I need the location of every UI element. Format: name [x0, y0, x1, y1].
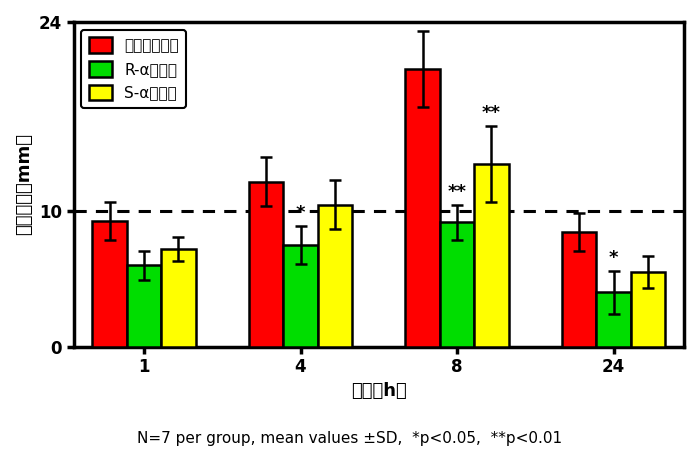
Text: **: ** — [482, 104, 501, 122]
Text: *: * — [609, 249, 619, 267]
Bar — [283, 245, 318, 346]
Bar — [318, 205, 352, 346]
X-axis label: 時間（h）: 時間（h） — [351, 382, 407, 400]
Y-axis label: 炎症反応（mm）: 炎症反応（mm） — [15, 133, 33, 235]
Text: **: ** — [447, 183, 466, 201]
Bar — [92, 221, 127, 346]
Bar — [630, 272, 665, 346]
Bar — [596, 292, 630, 346]
Bar — [249, 182, 283, 346]
Bar — [440, 222, 475, 346]
Text: *: * — [296, 204, 305, 222]
Bar — [475, 164, 509, 346]
Bar — [161, 249, 196, 346]
Bar — [127, 266, 161, 346]
Legend: コントロール, R-αリポ酸, S-αリポ酸: コントロール, R-αリポ酸, S-αリポ酸 — [81, 30, 187, 108]
Bar — [405, 69, 440, 346]
Bar — [562, 232, 596, 346]
Text: N=7 per group, mean values ±SD,  *p<0.05,  **p<0.01: N=7 per group, mean values ±SD, *p<0.05,… — [137, 432, 562, 446]
